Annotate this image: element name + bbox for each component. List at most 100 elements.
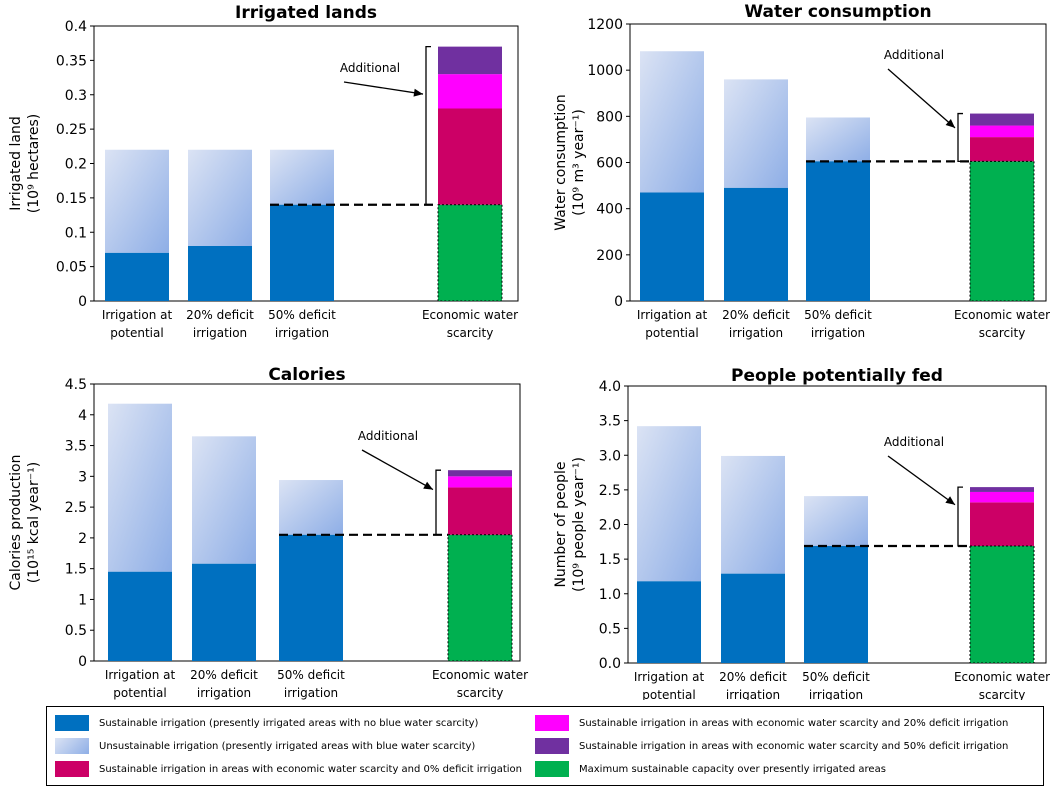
chart1-xtick-label-4-line1: Economic water <box>422 308 518 322</box>
chart1-ytick-label: 0.25 <box>56 122 87 138</box>
legend-item-sustainable: Sustainable irrigation (presently irriga… <box>55 712 478 734</box>
chart1-ylabel-line2: (10⁹ hectares) <box>26 114 42 213</box>
chart2-annotation: Additional <box>884 48 944 62</box>
legend-label-econ50: Sustainable irrigation in areas with eco… <box>579 740 1009 752</box>
chart4-xtick-label-2-line1: 20% deficit <box>719 670 787 684</box>
chart3-bar-econ-econ20 <box>448 476 512 488</box>
chart3-bar-sustainable-3 <box>279 534 343 661</box>
chart1-ytick-label: 0.35 <box>56 53 87 69</box>
legend-label-econ20: Sustainable irrigation in areas with eco… <box>579 717 1009 729</box>
chart4-ytick-label: 0.5 <box>599 621 621 637</box>
chart1-annotation: Additional <box>340 61 400 75</box>
chart1-ytick-label: 0.05 <box>56 260 87 276</box>
chart3-xtick-label-2-line2: irrigation <box>197 686 251 700</box>
chart2-xtick-label-1-line2: potential <box>645 326 698 340</box>
chart1-bar-unsustainable-1 <box>105 149 169 253</box>
chart3-bar-sustainable-2 <box>192 563 256 661</box>
legend-item-econ50: Sustainable irrigation in areas with eco… <box>535 735 1008 757</box>
chart1-xtick-label-1-line1: Irrigation at <box>102 308 173 322</box>
chart1-bracket <box>425 45 431 206</box>
chart4-ytick-label: 1.5 <box>599 552 621 568</box>
chart2-bar-unsustainable-2 <box>724 79 788 188</box>
chart2-xtick-label-1-line1: Irrigation at <box>637 308 708 322</box>
chart1-annotation-arrowhead <box>413 88 423 97</box>
chart1-bar-econ-econ0 <box>438 108 502 205</box>
chart1-ytick-label: 0 <box>78 294 87 310</box>
chart3-ytick-label: 3.5 <box>65 439 87 455</box>
legend-label-sustainable: Sustainable irrigation (presently irriga… <box>99 717 479 729</box>
chart1-bar-econ-econ20 <box>438 74 502 109</box>
chart3-ytick-label: 0 <box>78 654 87 670</box>
chart3-annotation: Additional <box>358 429 418 443</box>
chart3-annotation-arrowhead <box>423 481 433 490</box>
chart3-ylabel: Calories production (10¹⁵ kcal year⁻¹) <box>8 455 42 591</box>
chart4-ytick-label: 0.0 <box>599 656 621 672</box>
chart1-bar-sustainable-3 <box>270 204 334 301</box>
chart1-xtick-label-3-line1: 50% deficit <box>268 308 336 322</box>
chart3-xtick-label-1-line2: potential <box>113 686 166 700</box>
chart1-xtick-label-2-line2: irrigation <box>193 326 247 340</box>
chart1-ylabel: Irrigated land (10⁹ hectares) <box>8 114 42 213</box>
chart1-xtick-label-2-line1: 20% deficit <box>186 308 254 322</box>
chart2-bar-econ-econ50 <box>970 113 1034 126</box>
charts-canvas: Irrigated lands 0 0.05 0.1 0.15 0.2 0.25 0.3 0.3… <box>8 2 1050 700</box>
chart4-xtick-label-3-line2: irrigation <box>809 688 863 700</box>
chart4-bar-econ-econ50 <box>970 487 1034 492</box>
chart2-bar-econ-econ20 <box>970 125 1034 138</box>
legend-swatch-max <box>535 761 569 777</box>
chart3-xtick-label-4-line2: scarcity <box>457 686 504 700</box>
chart3-xtick-label-2-line1: 20% deficit <box>190 668 258 682</box>
chart1-bar-unsustainable-3 <box>270 149 334 205</box>
chart1-ytick-label: 0.1 <box>65 225 87 241</box>
chart1-ytick-label: 0.15 <box>56 191 87 207</box>
chart3-ytick-label: 0.5 <box>65 623 87 639</box>
chart3-ytick-label: 1.5 <box>65 562 87 578</box>
chart2-bar-unsustainable-3 <box>806 117 870 162</box>
chart1-title: Irrigated lands <box>235 3 377 23</box>
chart4-ytick-label: 3.5 <box>599 414 621 430</box>
chart4-ylabel-line2: (10⁹ people year⁻¹) <box>571 457 587 592</box>
chart2-bar-sustainable-3 <box>806 161 870 301</box>
chart2-xtick-label-2-line2: irrigation <box>729 326 783 340</box>
chart4-ytick-label: 4.0 <box>599 379 621 395</box>
chart2-bar-econ-max-outline <box>969 160 1035 302</box>
chart1-ytick-label: 0.3 <box>65 88 87 104</box>
chart2-xtick-label-4-line1: Economic water <box>954 308 1050 322</box>
chart2-ytick-label: 0 <box>614 294 623 310</box>
chart1-ytick-label: 0.2 <box>65 157 87 173</box>
chart4-annotation-arrowhead <box>945 496 955 505</box>
chart2-ylabel-line1: Water consumption <box>553 94 569 230</box>
chart1-ylabel-line1: Irrigated land <box>8 116 24 210</box>
chart2-ytick-label: 600 <box>596 156 623 172</box>
chart4-bracket <box>957 486 963 547</box>
chart3-xtick-label-4-line1: Economic water <box>432 668 528 682</box>
chart2-annotation-arrow <box>887 68 956 129</box>
chart2-ylabel: Water consumption (10⁹ m³ year⁻¹) <box>553 94 587 230</box>
chart1-bar-sustainable-1 <box>105 252 169 301</box>
legend-item-max: Maximum sustainable capacity over presen… <box>535 758 886 780</box>
chart2-ylabel-line2: (10⁹ m³ year⁻¹) <box>571 109 587 216</box>
chart3-bar-econ-max <box>448 534 512 661</box>
chart3-bar-econ-econ50 <box>448 470 512 477</box>
chart2-bar-econ-max <box>970 161 1034 301</box>
chart3-bar-unsustainable-2 <box>192 436 256 564</box>
legend-item-unsustainable: Unsustainable irrigation (presently irri… <box>55 735 475 757</box>
chart1-xtick-label-4-line2: scarcity <box>447 326 494 340</box>
chart4-ytick-label: 2.5 <box>599 483 621 499</box>
legend-label-max: Maximum sustainable capacity over presen… <box>579 763 886 775</box>
chart4-bar-unsustainable-1 <box>637 426 701 582</box>
chart2-ytick-label: 400 <box>596 202 623 218</box>
chart1-xtick-label-1-line2: potential <box>110 326 163 340</box>
chart3-ytick-label: 4 <box>78 408 87 424</box>
chart4-bar-sustainable-1 <box>637 581 701 663</box>
chart3-ylabel-line1: Calories production <box>8 455 24 591</box>
legend-swatch-econ50 <box>535 738 569 754</box>
chart3-ytick-label: 3 <box>78 469 87 485</box>
chart3-bar-econ-econ0 <box>448 487 512 535</box>
chart4-bar-econ-econ0 <box>970 502 1034 546</box>
chart1-bar-econ-max <box>438 204 502 301</box>
chart4-bar-econ-econ20 <box>970 491 1034 503</box>
chart4-title: People potentially fed <box>731 366 943 386</box>
chart4-xtick-label-4-line2: scarcity <box>979 688 1026 700</box>
chart4-bar-sustainable-2 <box>721 573 785 663</box>
